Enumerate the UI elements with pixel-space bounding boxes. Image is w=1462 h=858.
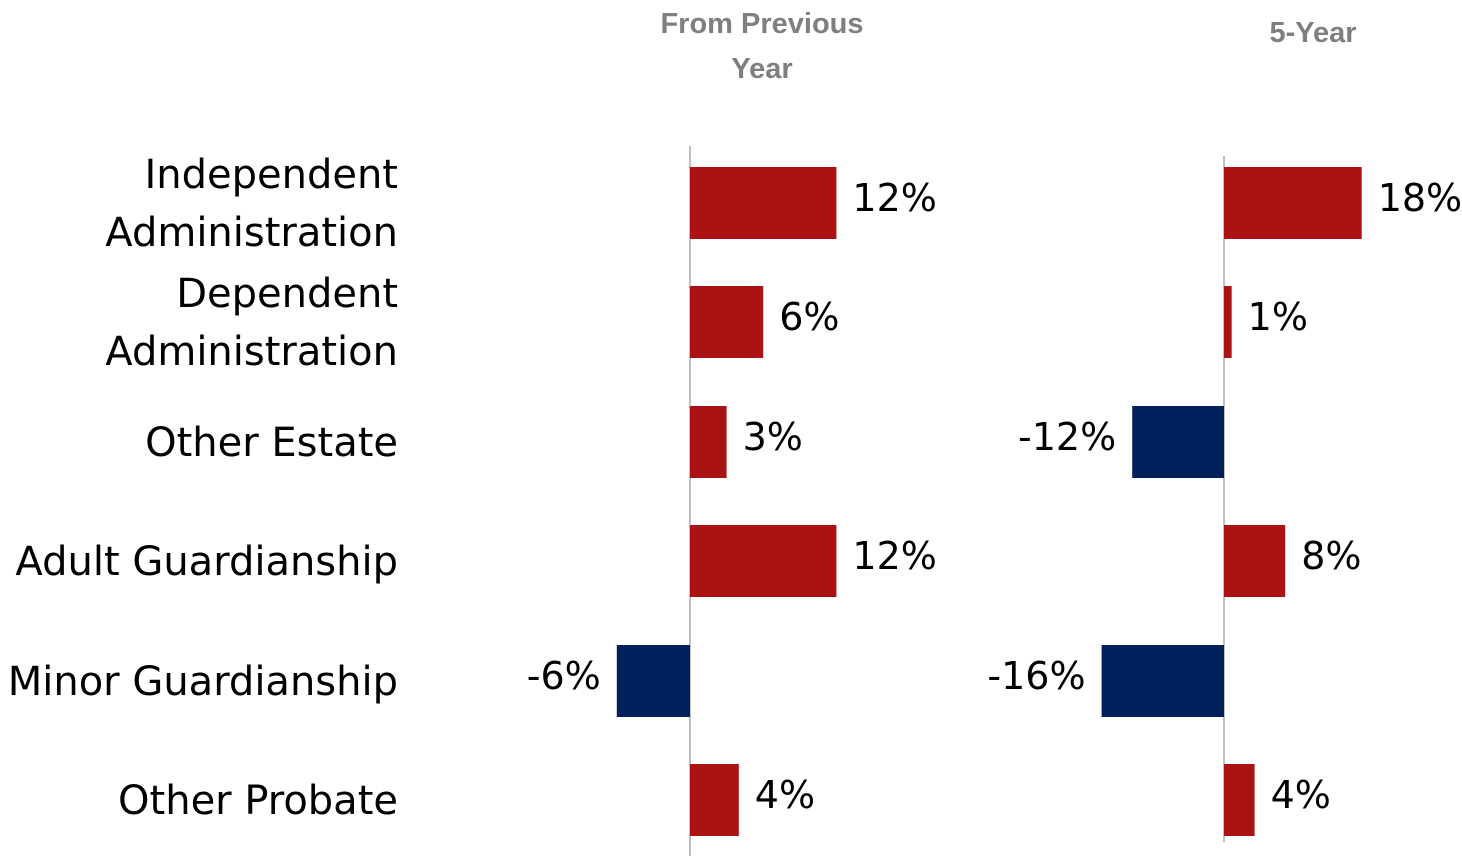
- label-line: Other Probate: [118, 778, 398, 824]
- label-line: Year: [731, 53, 792, 85]
- category-label: Dependent Administration: [105, 271, 398, 375]
- data-label: 1%: [1248, 295, 1308, 339]
- panel-title: From Previous Year: [660, 8, 863, 85]
- data-label: 4%: [755, 773, 815, 817]
- bar: [1224, 167, 1362, 239]
- bar: [1224, 525, 1286, 597]
- bar: [1101, 645, 1224, 717]
- bar: [1132, 406, 1224, 478]
- bar: [690, 286, 764, 358]
- panel-title: 5-Year: [1269, 17, 1356, 49]
- label-line: Other Estate: [145, 420, 398, 466]
- label-line: Minor Guardianship: [8, 659, 398, 705]
- data-label: 6%: [779, 295, 839, 339]
- bar: [690, 764, 739, 836]
- data-label: -12%: [1018, 415, 1116, 459]
- category-label: Other Probate: [118, 778, 398, 824]
- bar: [616, 645, 690, 717]
- data-label: 3%: [743, 415, 803, 459]
- label-line: Independent: [144, 152, 398, 198]
- category-label: Minor Guardianship: [8, 659, 398, 705]
- bar: [690, 406, 727, 478]
- data-label: -6%: [527, 654, 601, 698]
- label-line: From Previous: [660, 8, 863, 40]
- category-label: Other Estate: [145, 420, 398, 466]
- bar: [690, 525, 837, 597]
- data-label: 8%: [1301, 534, 1361, 578]
- label-line: Dependent: [176, 271, 398, 317]
- label-line: 5-Year: [1269, 17, 1356, 49]
- bar: [690, 167, 837, 239]
- label-line: Adult Guardianship: [15, 539, 398, 585]
- data-label: 18%: [1378, 176, 1462, 220]
- data-label: 12%: [852, 534, 936, 578]
- bar: [1224, 286, 1232, 358]
- category-label: Adult Guardianship: [15, 539, 398, 585]
- data-label: 4%: [1271, 773, 1331, 817]
- label-line: Administration: [105, 210, 398, 256]
- label-line: Administration: [105, 329, 398, 375]
- data-label: 12%: [852, 176, 936, 220]
- bar: [1224, 764, 1255, 836]
- category-label: Independent Administration: [105, 152, 398, 256]
- data-label: -16%: [987, 654, 1085, 698]
